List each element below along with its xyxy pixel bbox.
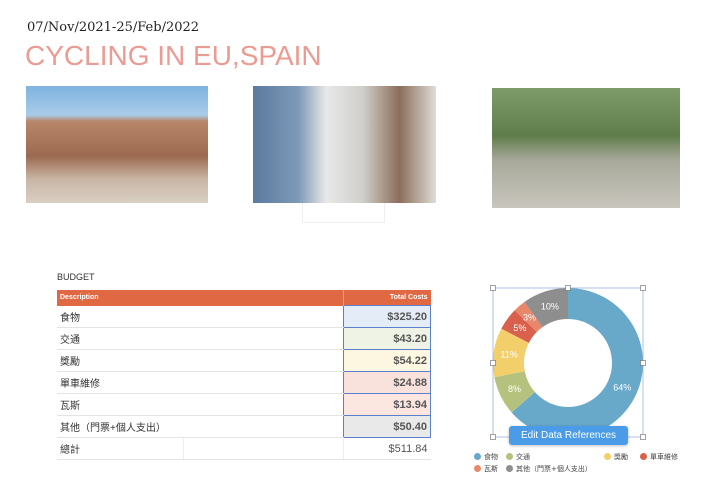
table-row[interactable]: 交通 $43.20: [57, 327, 431, 350]
trip-date: 07/Nov/2021-25/Feb/2022: [27, 20, 200, 35]
legend-item: 瓦斯: [474, 464, 498, 474]
photo-caption-box[interactable]: [302, 203, 385, 223]
total-empty-cell[interactable]: [183, 437, 344, 460]
table-row[interactable]: 單車維修 $24.88: [57, 371, 431, 394]
resize-handle[interactable]: [490, 434, 496, 440]
legend-dot-icon: [474, 453, 481, 460]
total-value[interactable]: $511.84: [343, 437, 431, 460]
row-cost[interactable]: $43.20: [343, 327, 431, 350]
legend-item: 交通: [506, 452, 530, 462]
budget-donut-chart[interactable]: 64% 8% 11% 5%3% 10%: [480, 280, 660, 450]
legend-item: 其他（門票+個人支出）: [506, 464, 592, 474]
photo-park[interactable]: [492, 88, 680, 208]
slice-2[interactable]: [493, 328, 529, 378]
resize-handle[interactable]: [640, 360, 646, 366]
slice-4[interactable]: [514, 301, 543, 333]
legend-dot-icon: [506, 465, 513, 472]
total-row[interactable]: 總計 $511.84: [57, 437, 431, 460]
budget-label: BUDGET: [57, 272, 95, 282]
table-row[interactable]: 獎勵 $54.22: [57, 349, 431, 372]
resize-handle[interactable]: [565, 285, 571, 291]
legend-label: 單車維修: [650, 453, 678, 461]
row-cost[interactable]: $54.22: [343, 349, 431, 372]
legend-label: 其他（門票+個人支出）: [516, 465, 592, 473]
legend-label: 食物: [484, 453, 498, 461]
row-description[interactable]: 單車維修: [57, 371, 344, 394]
legend-item: 單車維修: [640, 452, 678, 462]
resize-handle[interactable]: [640, 434, 646, 440]
legend-item: 獎勵: [604, 452, 628, 462]
slice-0[interactable]: [511, 288, 643, 438]
row-cost[interactable]: $13.94: [343, 393, 431, 416]
column-header-total-costs[interactable]: Total Costs: [343, 290, 431, 306]
legend-dot-icon: [474, 465, 481, 472]
row-cost[interactable]: $24.88: [343, 371, 431, 394]
resize-handle[interactable]: [490, 285, 496, 291]
legend-dot-icon: [640, 453, 647, 460]
legend-item: 食物: [474, 452, 498, 462]
legend-label: 交通: [516, 453, 530, 461]
table-row[interactable]: 食物 $325.20: [57, 305, 431, 328]
legend-label: 獎勵: [614, 453, 628, 461]
photo-street[interactable]: [253, 86, 436, 203]
slice-3[interactable]: [501, 310, 537, 343]
row-description[interactable]: 其他（門票+個人支出）: [57, 415, 344, 438]
slice-label: 3%: [523, 313, 536, 323]
row-cost[interactable]: $50.40: [343, 415, 431, 438]
resize-handle[interactable]: [490, 360, 496, 366]
row-description[interactable]: 瓦斯: [57, 393, 344, 416]
slice-label: 8%: [508, 384, 521, 394]
table-row[interactable]: 瓦斯 $13.94: [57, 393, 431, 416]
slice-5[interactable]: [524, 288, 568, 328]
slice-label: 10%: [541, 301, 559, 311]
budget-table[interactable]: Description Total Costs 食物 $325.20 交通 $43.2…: [57, 290, 431, 460]
resize-handle[interactable]: [640, 285, 646, 291]
row-cost[interactable]: $325.20: [343, 305, 431, 328]
column-header-description[interactable]: Description: [57, 290, 344, 306]
slice-label: 64%: [613, 383, 631, 393]
photo-plaza[interactable]: [26, 86, 208, 203]
row-description[interactable]: 交通: [57, 327, 344, 350]
legend-dot-icon: [506, 453, 513, 460]
legend-dot-icon: [604, 453, 611, 460]
row-description[interactable]: 食物: [57, 305, 344, 328]
edit-data-references-button[interactable]: Edit Data References: [509, 426, 628, 445]
slice-1[interactable]: [494, 371, 535, 413]
legend-label: 瓦斯: [484, 465, 498, 473]
table-row[interactable]: 其他（門票+個人支出） $50.40: [57, 415, 431, 438]
row-description[interactable]: 獎勵: [57, 349, 344, 372]
slice-label: 5%: [513, 323, 526, 333]
total-label[interactable]: 總計: [57, 437, 184, 460]
slice-label: 11%: [500, 350, 517, 360]
page-title: CYCLING IN EU,SPAIN: [25, 40, 322, 71]
